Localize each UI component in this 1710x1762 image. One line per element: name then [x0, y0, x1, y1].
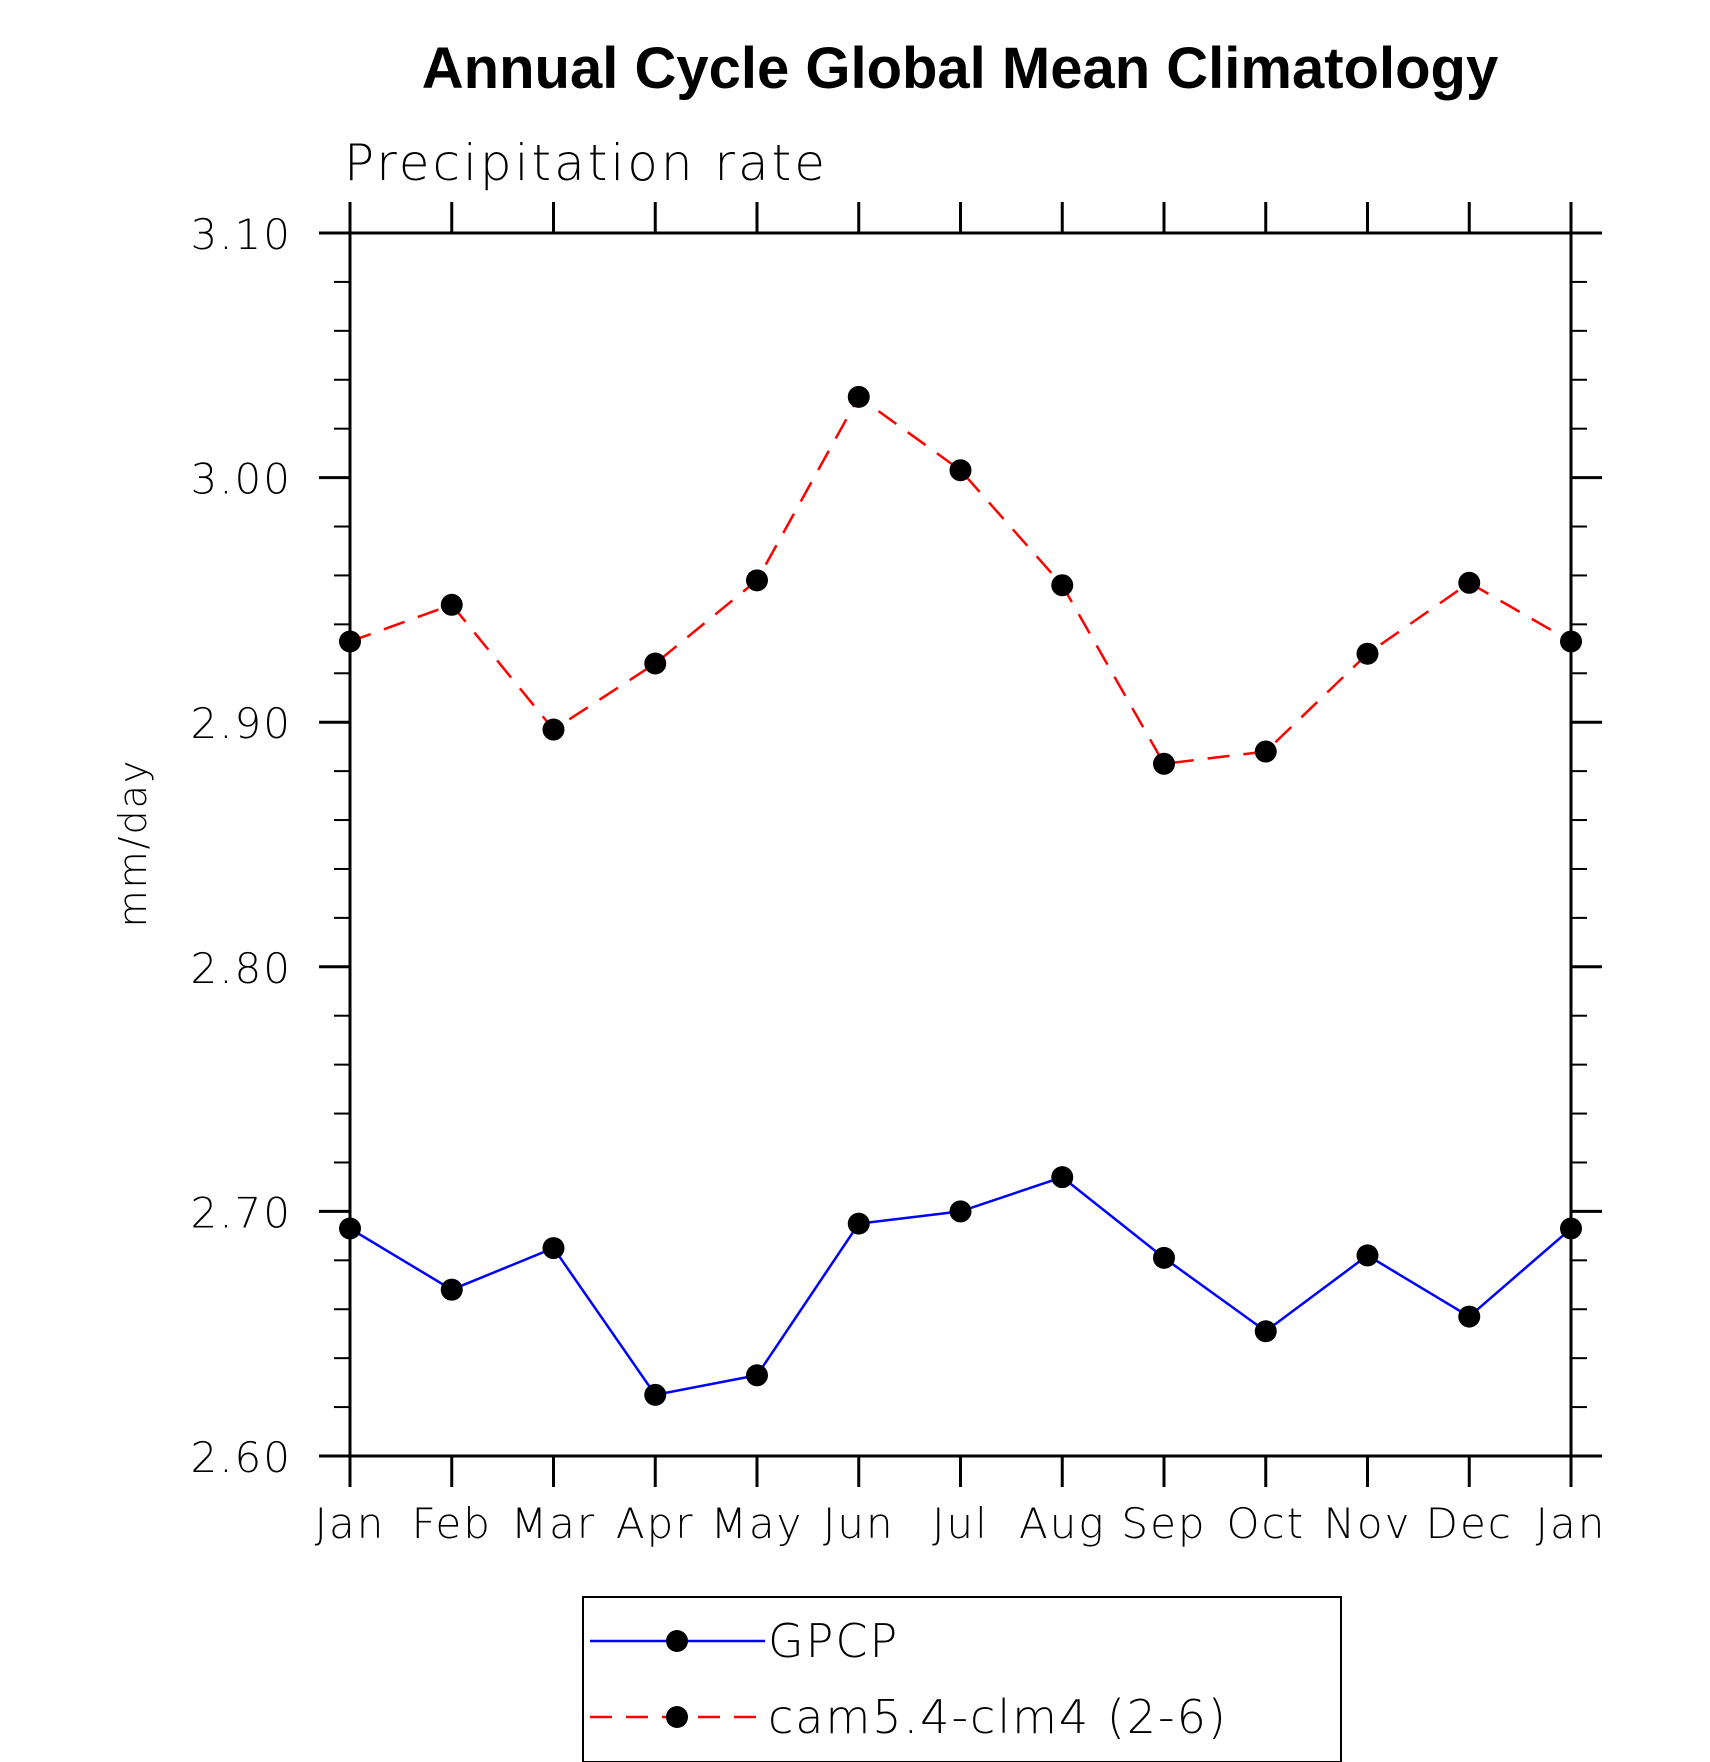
legend-box	[582, 1596, 1342, 1762]
legend-label: GPCP	[768, 1614, 899, 1668]
y-tick-label: 2.70	[190, 1188, 292, 1237]
x-tick-label: Nov	[1324, 1499, 1412, 1548]
x-tick-label: Dec	[1426, 1499, 1513, 1548]
y-tick-label: 2.90	[190, 699, 292, 748]
data-point	[1560, 630, 1582, 653]
x-tick-label: Feb	[412, 1499, 492, 1548]
data-point	[542, 718, 565, 741]
chart-title: Annual Cycle Global Mean Climatology	[422, 36, 1498, 101]
series-line	[349, 395, 1572, 766]
data-point	[440, 1278, 463, 1301]
data-point	[339, 1217, 361, 1240]
x-tick-label: May	[711, 1499, 804, 1548]
legend-label: cam5.4-clm4 (2-6)	[768, 1690, 1228, 1744]
data-point	[746, 569, 768, 592]
data-point	[1254, 740, 1277, 763]
series-layer	[339, 385, 1582, 1406]
legend-marker	[666, 1706, 688, 1728]
x-tick-label: Aug	[1019, 1499, 1106, 1548]
y-axis-label: mm/day	[111, 759, 155, 928]
data-point	[644, 652, 667, 675]
data-point	[1051, 1166, 1074, 1189]
data-point	[1356, 642, 1379, 665]
plot-frame	[348, 231, 1573, 1458]
legend-marker	[666, 1630, 688, 1652]
data-point	[1051, 574, 1074, 597]
y-tick-label: 3.00	[190, 455, 292, 504]
data-point	[1153, 1246, 1175, 1269]
series-0	[339, 1166, 1582, 1406]
data-point	[847, 1212, 870, 1235]
data-point	[746, 1364, 768, 1387]
series-1	[339, 385, 1582, 775]
x-tick-label: Sep	[1121, 1499, 1206, 1548]
x-tick-label: Mar	[511, 1499, 596, 1548]
data-point	[949, 1200, 972, 1223]
y-tick-label: 2.60	[190, 1433, 292, 1482]
x-tick-label: Apr	[616, 1499, 695, 1548]
x-tick-label: Jun	[823, 1499, 895, 1548]
data-point	[1458, 1305, 1481, 1328]
y-tick-label: 3.10	[190, 210, 292, 259]
data-point	[847, 385, 870, 408]
data-point	[1254, 1320, 1277, 1343]
data-point	[542, 1237, 565, 1260]
x-tick-label: Jan	[315, 1499, 386, 1548]
data-point	[440, 593, 463, 616]
x-tick-label: Oct	[1226, 1499, 1305, 1548]
data-point	[339, 630, 361, 653]
chart-subtitle: Precipitation rate	[344, 134, 828, 192]
x-tick-label: Jul	[932, 1499, 989, 1548]
y-tick-label: 2.80	[190, 944, 292, 993]
x-tick-label: Jan	[1536, 1499, 1607, 1548]
data-point	[949, 459, 972, 482]
axes: Jan Feb Mar Apr May Jun Jul Aug Sep Oct Nov Dec Jan 2…	[190, 202, 1607, 1548]
data-point	[1458, 571, 1481, 594]
data-point	[1153, 752, 1175, 775]
legend: GPCP cam5.4-clm4 (2-6)	[582, 1596, 1342, 1762]
data-point	[1560, 1217, 1582, 1240]
data-point	[1356, 1244, 1379, 1267]
data-point	[644, 1383, 667, 1406]
